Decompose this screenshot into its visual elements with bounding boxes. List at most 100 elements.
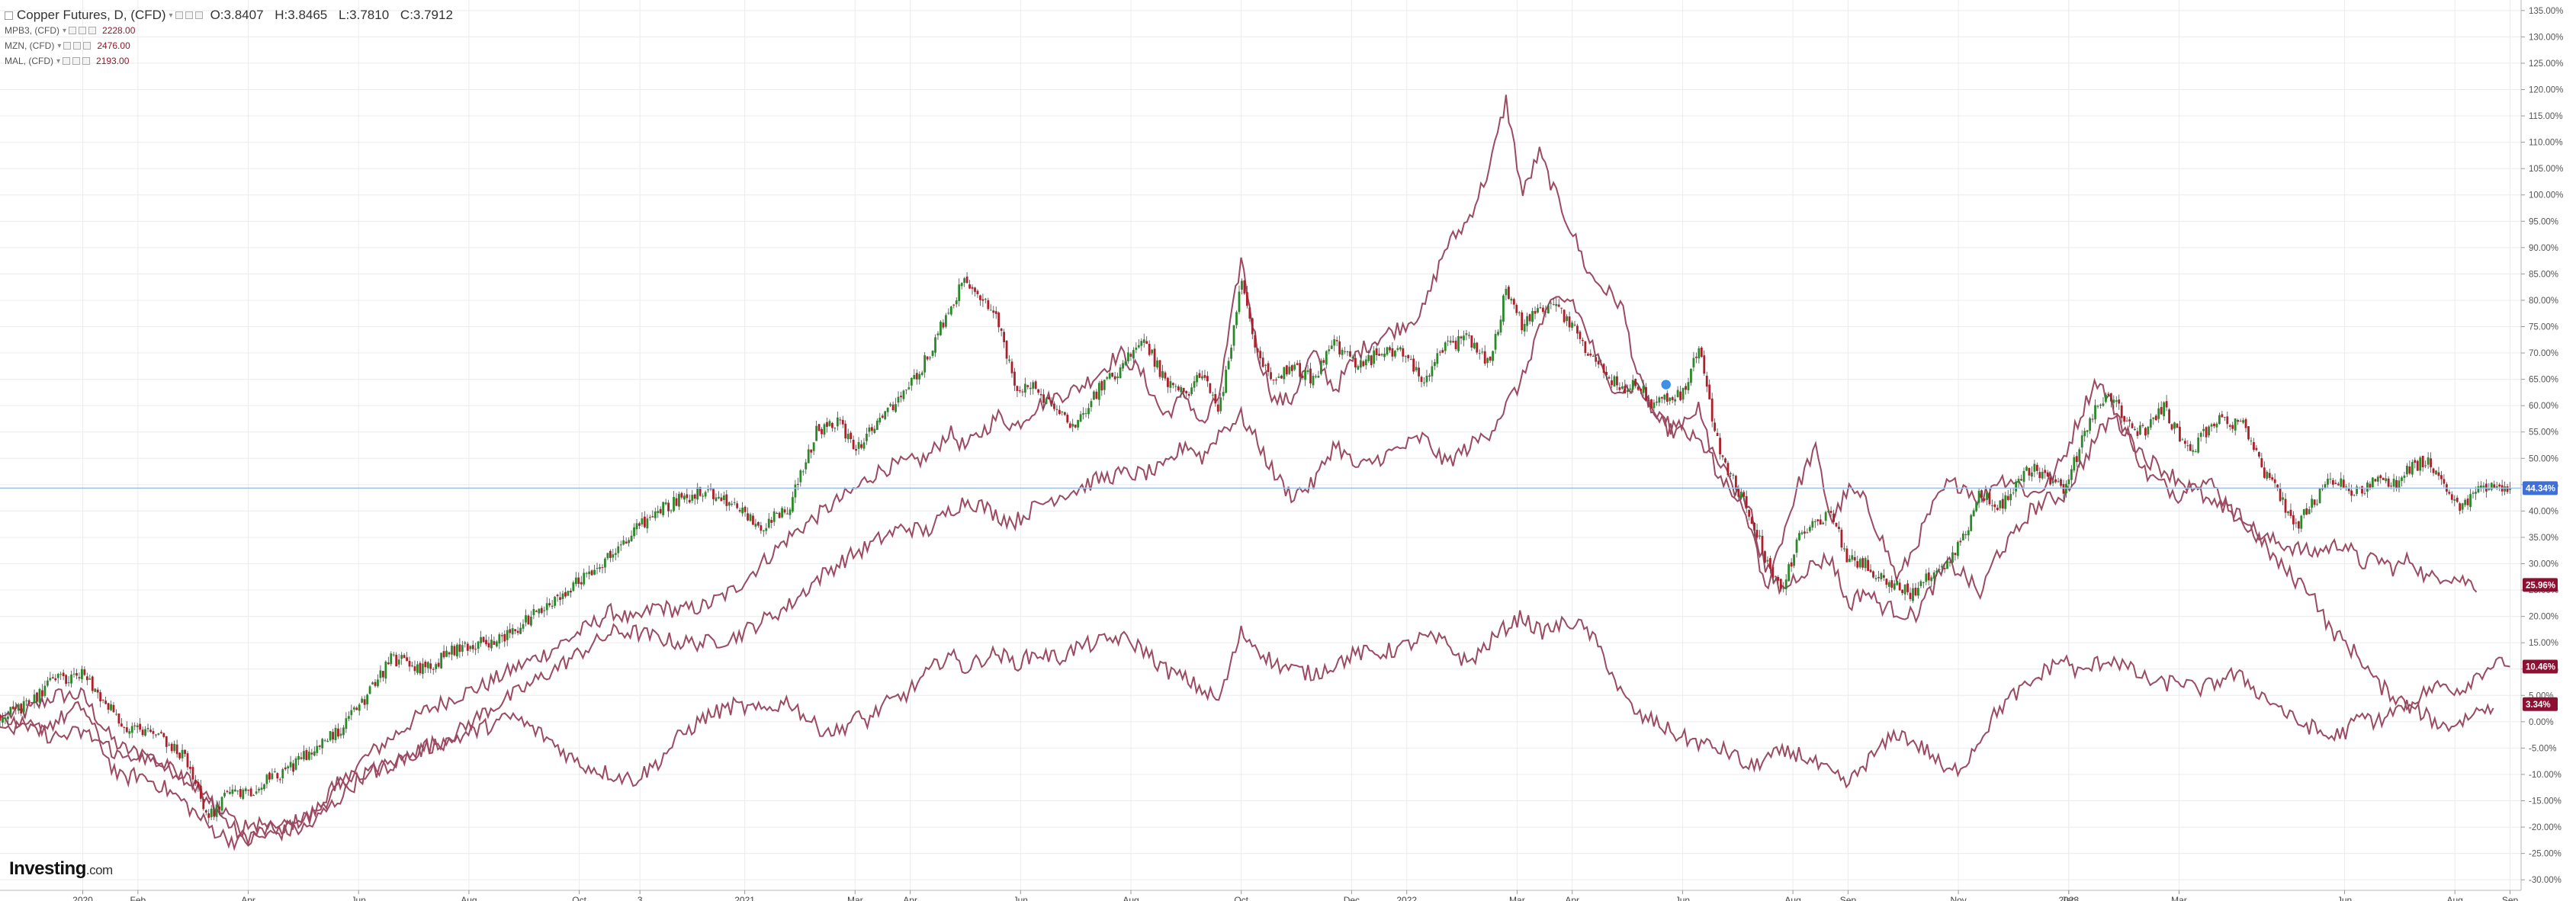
candle <box>612 548 615 562</box>
candle <box>789 507 792 520</box>
candle-body <box>1943 568 1946 569</box>
candle-body <box>731 504 734 505</box>
candle <box>641 512 644 527</box>
candle-body <box>889 404 892 406</box>
candle-body <box>1053 403 1055 409</box>
candle <box>651 510 654 518</box>
candle <box>1647 395 1650 406</box>
settings-icon[interactable] <box>69 27 77 34</box>
candle <box>2051 476 2054 486</box>
candle <box>2131 421 2134 429</box>
candle <box>949 306 952 316</box>
settings-icon[interactable] <box>63 42 72 50</box>
candle-body <box>1093 391 1095 400</box>
candle <box>184 749 186 758</box>
candle <box>794 479 797 504</box>
candle-body <box>85 676 88 681</box>
close-icon[interactable] <box>88 27 97 34</box>
candle-body <box>1600 364 1603 365</box>
candle <box>760 521 763 534</box>
candle-body <box>2448 492 2451 494</box>
candle <box>1634 378 1637 389</box>
candle-body <box>540 608 543 614</box>
candle-body <box>493 641 496 645</box>
candle <box>1132 347 1135 364</box>
chevron-down-icon[interactable]: ▾ <box>63 26 67 35</box>
candle-body <box>817 424 821 431</box>
candle-body <box>1563 309 1566 322</box>
candle <box>1708 379 1711 400</box>
candle <box>1867 555 1869 572</box>
candle-body <box>471 645 474 649</box>
x-tick-label: Apr <box>241 895 255 901</box>
candle <box>2208 425 2210 438</box>
candle-body <box>1209 383 1212 393</box>
candle <box>1187 391 1190 399</box>
x-tick-label: 3 <box>638 895 643 901</box>
candle-body <box>2340 478 2343 487</box>
candle-body <box>862 442 866 449</box>
candle-body <box>1499 319 1502 333</box>
candle <box>1312 373 1315 389</box>
candle <box>387 656 390 665</box>
candle-body <box>1190 387 1193 395</box>
hide-icon[interactable] <box>79 27 87 34</box>
candle-body <box>1716 432 1719 436</box>
alert-marker-icon[interactable] <box>1659 378 1672 391</box>
candle-body <box>157 733 160 735</box>
close-icon[interactable] <box>194 11 203 19</box>
candle <box>480 630 482 647</box>
close-icon[interactable] <box>83 42 92 50</box>
candle-body <box>2297 521 2300 529</box>
collapse-legend-icon[interactable] <box>5 11 13 20</box>
candle <box>1299 360 1302 383</box>
candle-body <box>715 497 718 502</box>
candle <box>2450 491 2453 504</box>
chevron-down-icon[interactable]: ▾ <box>57 41 62 50</box>
candle <box>1158 360 1161 380</box>
candle-body <box>1748 509 1751 517</box>
candle <box>1692 351 1695 372</box>
candle <box>1800 530 1804 535</box>
candlestick-series[interactable] <box>0 272 2511 824</box>
candle <box>1066 412 1069 424</box>
candle-body <box>1203 375 1206 378</box>
x-tick-label: Sep <box>1840 895 1857 901</box>
candle-body <box>397 659 400 665</box>
candle-body <box>1602 364 1605 373</box>
hide-icon[interactable] <box>185 11 193 19</box>
candle <box>860 440 862 450</box>
candle <box>6 710 9 725</box>
candle-body <box>2239 421 2242 422</box>
candle-body <box>1478 353 1481 354</box>
candle <box>895 398 897 413</box>
candle <box>614 548 617 561</box>
hide-icon[interactable] <box>73 42 82 50</box>
candle <box>2107 392 2110 397</box>
candle <box>1755 523 1759 540</box>
y-tick-label: 80.00% <box>2529 297 2558 306</box>
close-icon[interactable] <box>82 57 91 65</box>
candle-body <box>2414 460 2417 463</box>
candle-body <box>220 797 223 811</box>
candle <box>2139 422 2141 435</box>
candle-body <box>693 494 696 499</box>
candle-body <box>1848 559 1851 563</box>
candle-body <box>1745 495 1748 508</box>
chevron-down-icon[interactable]: ▾ <box>169 11 173 20</box>
candle-body <box>936 333 940 335</box>
settings-icon[interactable] <box>63 57 71 65</box>
candle-body <box>1315 376 1317 377</box>
candle-body <box>239 789 242 797</box>
chevron-down-icon[interactable]: ▾ <box>56 56 61 66</box>
candle-body <box>1351 357 1354 359</box>
candle-body <box>440 653 443 669</box>
candle <box>1095 389 1098 400</box>
hide-icon[interactable] <box>72 57 81 65</box>
candle-body <box>387 662 390 665</box>
candle <box>1407 354 1410 362</box>
settings-icon[interactable] <box>175 11 183 19</box>
candle <box>2223 416 2226 422</box>
candle-body <box>1473 342 1476 349</box>
